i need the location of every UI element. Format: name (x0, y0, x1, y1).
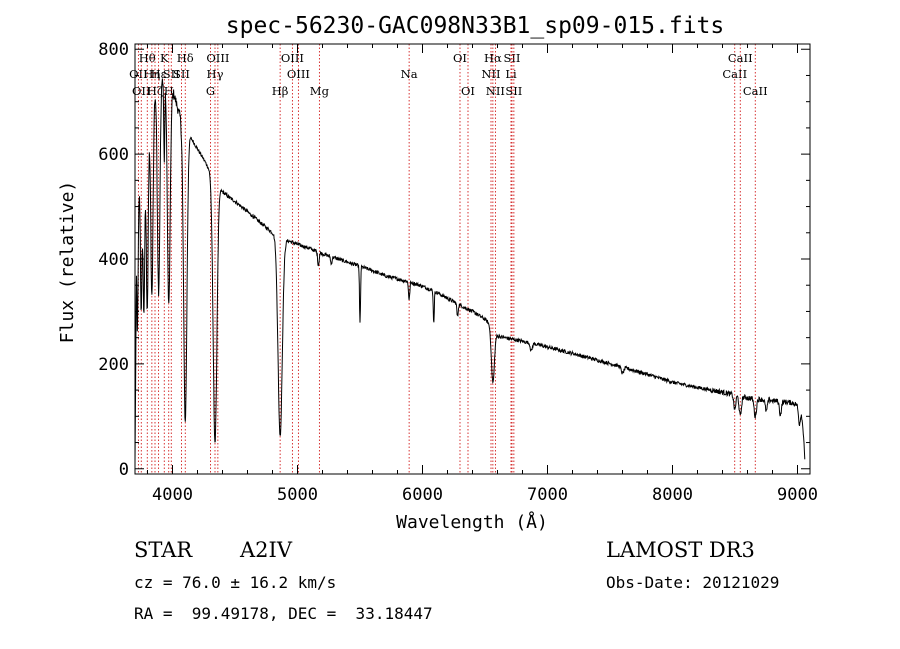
marker-label-1: OII (132, 84, 151, 98)
marker-label-24: Li (505, 67, 517, 81)
marker-label-3: Hη (143, 67, 160, 81)
marker-label-9: Hδ (177, 51, 194, 65)
marker-label-5: Hε (151, 67, 167, 81)
axis-ticks: 4000 5000 6000 7000 8000 9000 0 200 400 600 800 (98, 40, 818, 505)
spectrum-line (134, 78, 806, 462)
observation-date: Obs-Date: 20121029 (606, 573, 780, 592)
marker-label-21: NII (481, 67, 500, 81)
x-tick-label-3: 7000 (527, 485, 568, 505)
survey-name: LAMOST DR3 (606, 538, 755, 562)
marker-label-12: Hγ (207, 67, 224, 81)
x-tick-label-1: 5000 (277, 485, 318, 505)
marker-label-14: Hβ (272, 84, 289, 98)
marker-label-22: Hα (484, 51, 502, 65)
coordinates: RA = 99.49178, DEC = 33.18447 (134, 604, 433, 623)
marker-label-20: OI (461, 84, 475, 98)
y-tick-label-1: 200 (98, 355, 129, 375)
marker-label-26: SII (505, 84, 522, 98)
marker-label-25: SII (504, 51, 521, 65)
marker-label-7: H (164, 84, 174, 98)
marker-label-11: G (206, 84, 215, 98)
y-axis-label: Flux (relative) (57, 181, 78, 344)
marker-label-13: OIII (206, 51, 229, 65)
marker-label-6: K (160, 51, 169, 65)
y-tick-label-4: 800 (98, 40, 129, 60)
marker-label-19: OI (453, 51, 467, 65)
y-tick-label-0: 0 (119, 460, 129, 480)
marker-label-0: OII (129, 67, 148, 81)
x-tick-label-2: 6000 (402, 485, 443, 505)
plot-frame (134, 43, 811, 475)
marker-label-10: SII (173, 67, 190, 81)
redshift-velocity: cz = 76.0 ± 16.2 km/s (134, 573, 337, 592)
x-tick-label-4: 8000 (652, 485, 693, 505)
object-class: STAR (134, 538, 193, 562)
x-tick-label-0: 4000 (152, 485, 193, 505)
marker-label-8: SII (163, 67, 180, 81)
y-tick-label-2: 400 (98, 250, 129, 270)
marker-label-16: OIII (287, 67, 310, 81)
x-axis-label: Wavelength (Å) (396, 511, 548, 533)
marker-label-17: Mg (310, 84, 330, 98)
marker-label-23: NII (486, 84, 505, 98)
marker-label-27: CaII (722, 67, 747, 81)
chart-title: spec-56230-GAC098N33B1_sp09-015.fits (226, 13, 725, 39)
line-markers: OII OII Hθ Hη Hζ Hε K H SII Hδ SII G Hγ OIII Hβ OIII OII… (129, 44, 768, 474)
marker-label-28: CaII (728, 51, 753, 65)
marker-label-29: CaII (743, 84, 768, 98)
marker-label-2: Hθ (139, 51, 156, 65)
x-tick-label-5: 9000 (777, 485, 818, 505)
marker-label-18: Na (401, 67, 418, 81)
marker-label-4: Hζ (147, 84, 163, 98)
y-tick-label-3: 600 (98, 145, 129, 165)
spectral-subclass: A2IV (240, 538, 292, 562)
marker-label-15: OIII (281, 51, 304, 65)
